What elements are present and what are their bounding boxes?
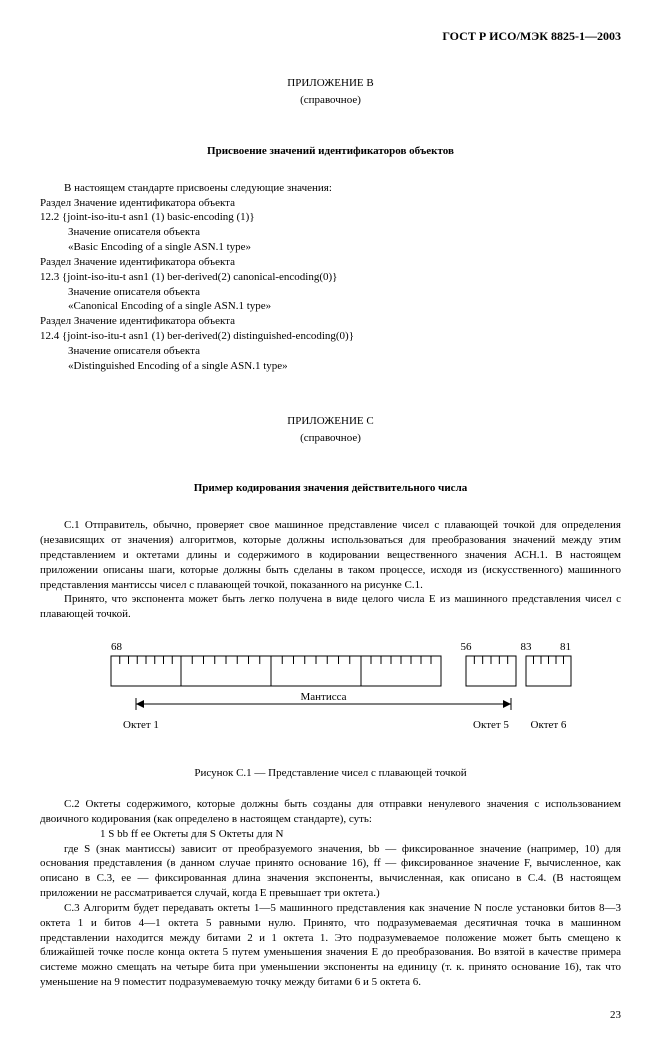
figure-caption: Рисунок С.1 — Представление чисел с плав… (40, 766, 621, 781)
figure-c1: 68 56 83 81 Мантисса Октет 1 Октет 5 Октет 6 (71, 636, 591, 756)
text-line: Значение описателя объекта (40, 285, 621, 300)
text-line: Значение описателя объекта (40, 225, 621, 240)
figure-svg: 68 56 83 81 Мантисса Октет 1 Октет 5 Октет 6 (71, 636, 591, 756)
svg-text:81: 81 (560, 641, 571, 653)
svg-text:83: 83 (520, 641, 532, 653)
page: ГОСТ Р ИСО/МЭК 8825-1—2003 ПРИЛОЖЕНИЕ В … (0, 0, 661, 1043)
svg-text:Октет 6: Октет 6 (530, 719, 566, 731)
appendix-b-body: В настоящем стандарте присвоены следующи… (40, 181, 621, 374)
appendix-c-subtitle: (справочное) (40, 431, 621, 446)
text-line: Раздел Значение идентификатора объекта (40, 255, 621, 270)
svg-text:Октет 1: Октет 1 (123, 719, 159, 731)
paragraph-c1: С.1 Отправитель, обычно, проверяет свое … (40, 518, 621, 592)
text-line: 12.4 {joint-iso-itu-t asn1 (1) ber-deriv… (40, 329, 621, 344)
text-line: Раздел Значение идентификатора объекта (40, 196, 621, 211)
text-line: «Basic Encoding of a single ASN.1 type» (40, 240, 621, 255)
appendix-c-heading: Пример кодирования значения действительн… (40, 481, 621, 496)
text-line: Значение описателя объекта (40, 344, 621, 359)
text-line: В настоящем стандарте присвоены следующи… (40, 181, 621, 196)
svg-text:68: 68 (111, 641, 123, 653)
appendix-c-title: ПРИЛОЖЕНИЕ С (40, 414, 621, 429)
formula-line: 1 S bb ff ee Октеты для S Октеты для N (40, 827, 621, 842)
page-number: 23 (40, 1008, 621, 1023)
svg-text:Мантисса: Мантисса (300, 691, 346, 703)
appendix-b-heading: Присвоение значений идентификаторов объе… (40, 144, 621, 159)
text-line: Раздел Значение идентификатора объекта (40, 314, 621, 329)
document-id: ГОСТ Р ИСО/МЭК 8825-1—2003 (40, 28, 621, 44)
text-line: 12.2 {joint-iso-itu-t asn1 (1) basic-enc… (40, 210, 621, 225)
text-line: 12.3 {joint-iso-itu-t asn1 (1) ber-deriv… (40, 270, 621, 285)
svg-text:Октет 5: Октет 5 (473, 719, 509, 731)
text-line: «Distinguished Encoding of a single ASN.… (40, 359, 621, 374)
paragraph-c3: С.3 Алгоритм будет передавать октеты 1—5… (40, 901, 621, 990)
svg-text:56: 56 (460, 641, 472, 653)
appendix-b-title: ПРИЛОЖЕНИЕ В (40, 76, 621, 91)
appendix-b-subtitle: (справочное) (40, 93, 621, 108)
paragraph-c1b: Принято, что экспонента может быть легко… (40, 592, 621, 622)
paragraph-c2b: где S (знак мантиссы) зависит от преобра… (40, 842, 621, 901)
paragraph-c2: С.2 Октеты содержимого, которые должны б… (40, 797, 621, 827)
text-line: «Canonical Encoding of a single ASN.1 ty… (40, 299, 621, 314)
